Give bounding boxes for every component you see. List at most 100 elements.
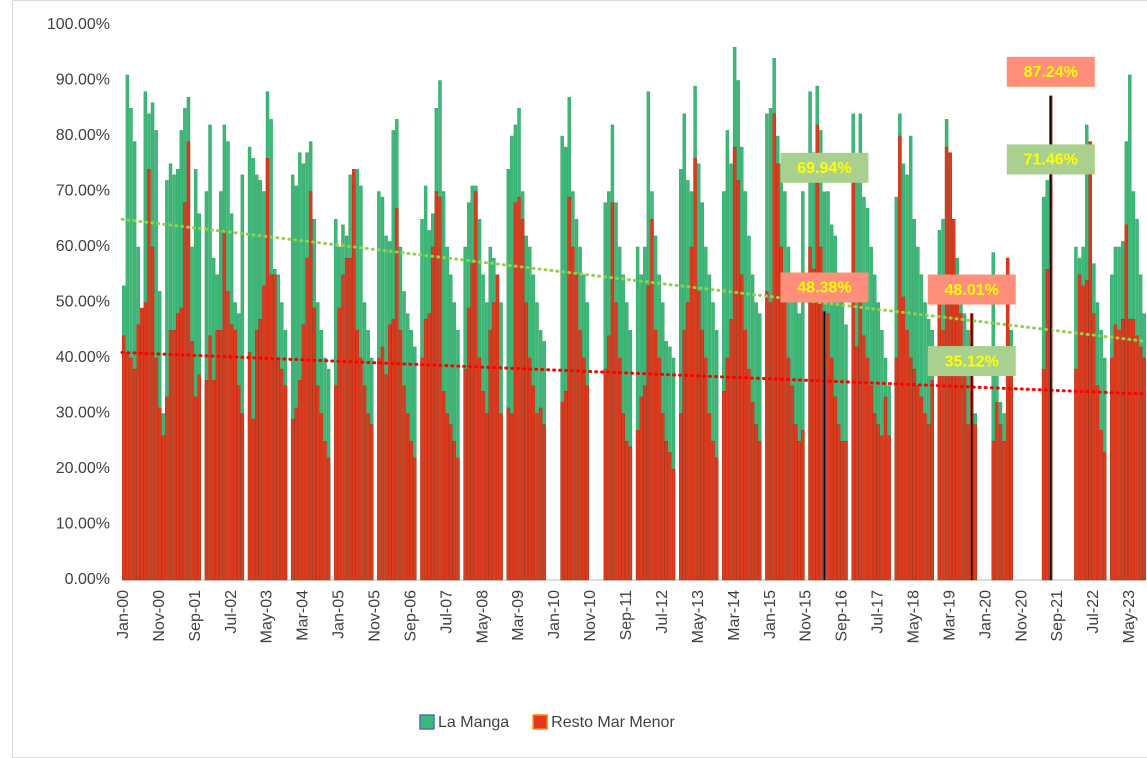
bar (1009, 374, 1013, 581)
bar (732, 146, 737, 581)
x-tick-label: Mar-14 (726, 590, 743, 641)
bar (682, 330, 687, 581)
bar (204, 380, 209, 581)
bar (380, 346, 385, 581)
bar (880, 435, 884, 581)
annotation-label: 69.94% (797, 160, 851, 177)
bar (603, 368, 607, 581)
trendline (120, 217, 1147, 343)
bar (689, 246, 694, 581)
bar (621, 413, 625, 581)
bar (790, 385, 794, 581)
bar (413, 457, 417, 581)
bar (294, 407, 298, 581)
x-tick-label: Sep-21 (1049, 590, 1066, 642)
bar (208, 335, 212, 581)
bar (1045, 269, 1049, 581)
bar (319, 413, 324, 581)
bar (197, 374, 201, 581)
bar (1120, 318, 1125, 581)
bar (750, 402, 755, 581)
bar (326, 457, 331, 581)
bar (172, 330, 176, 581)
bar (614, 302, 618, 581)
bar (449, 424, 453, 581)
bar (398, 330, 403, 581)
annotation-box (927, 346, 1016, 377)
x-tick-label: Nov-20 (1013, 590, 1030, 642)
bar (344, 257, 349, 581)
bar (772, 113, 776, 581)
x-tick-label: May-13 (690, 590, 707, 643)
y-tick-label: 80.00% (56, 127, 110, 144)
bar (262, 285, 266, 581)
bar (635, 429, 640, 581)
legend-label: La Manga (438, 714, 509, 731)
bar (912, 368, 916, 581)
bar (837, 424, 841, 581)
bar (707, 413, 712, 581)
bar (219, 330, 223, 581)
bar (179, 307, 183, 581)
x-tick-label: Jul-12 (654, 590, 671, 634)
bar (628, 446, 633, 581)
y-tick-label: 70.00% (56, 183, 110, 200)
annotation-box (780, 152, 869, 183)
bar (747, 368, 751, 581)
bar (829, 357, 834, 581)
x-tick-label: Jan-10 (546, 590, 563, 639)
bar (1102, 452, 1107, 581)
bar (305, 257, 309, 581)
bar (1117, 330, 1121, 581)
bar (251, 418, 255, 581)
bar (280, 368, 284, 581)
bar (488, 330, 492, 581)
x-tick-label: Sep-11 (618, 590, 635, 641)
bar (186, 141, 191, 581)
bar (646, 285, 651, 581)
bar (610, 202, 615, 581)
bar (819, 246, 823, 581)
bar (298, 380, 302, 581)
bar (941, 330, 945, 581)
y-tick-label: 100.00% (47, 16, 110, 33)
bar (894, 357, 898, 581)
bar (384, 374, 388, 581)
bar (729, 318, 733, 581)
bar (1092, 313, 1096, 581)
bar (240, 413, 245, 581)
x-tick-label: May-18 (905, 590, 922, 643)
bar (657, 357, 661, 581)
bar (247, 352, 252, 581)
bar (323, 441, 327, 581)
bar (696, 291, 701, 581)
bar (276, 357, 281, 581)
bar (1002, 441, 1006, 581)
bar (923, 413, 927, 581)
bar (571, 246, 575, 581)
x-tick-label: Nov-05 (367, 590, 384, 642)
x-tick-label: Jul-07 (438, 590, 455, 634)
x-tick-label: May-03 (259, 590, 276, 643)
x-tick-label: Jan-05 (331, 590, 348, 639)
bar (826, 313, 830, 581)
x-tick-label: Jul-17 (870, 590, 887, 634)
bar (495, 274, 500, 581)
bar (883, 396, 888, 581)
bar (639, 396, 643, 581)
bar (869, 385, 873, 581)
bar (420, 357, 424, 581)
bar (269, 274, 273, 581)
bar (456, 457, 460, 581)
bar (434, 191, 439, 581)
annotation-label: 87.24% (1024, 64, 1078, 81)
bar (226, 291, 230, 581)
bar (786, 357, 791, 581)
bar (391, 318, 395, 581)
bar (768, 302, 773, 581)
bar (607, 335, 611, 581)
bar (290, 418, 295, 581)
bar (1074, 368, 1078, 581)
bar (481, 391, 485, 581)
bar (898, 135, 902, 581)
